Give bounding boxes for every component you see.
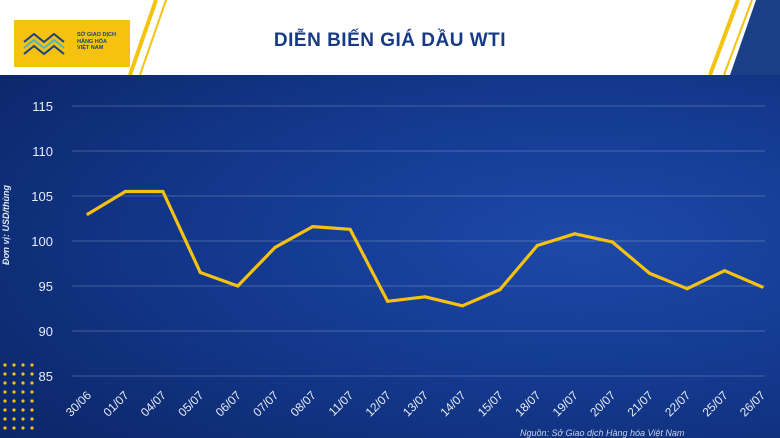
y-tick-label: 95 — [39, 279, 53, 294]
data-point — [348, 227, 352, 231]
decor-dot — [21, 408, 25, 412]
x-tick-label: 11/07 — [326, 388, 357, 419]
data-point — [648, 271, 652, 275]
decor-dot — [30, 381, 34, 385]
decor-dot — [21, 417, 25, 421]
x-tick-label: 25/07 — [700, 388, 731, 419]
x-tick-label: 01/07 — [100, 388, 131, 419]
x-tick-label: 20/07 — [587, 388, 618, 419]
y-tick-label: 90 — [39, 324, 53, 339]
x-tick-label: 30/06 — [63, 388, 94, 419]
x-tick-label: 05/07 — [175, 388, 206, 419]
decor-stripe-right — [708, 0, 780, 75]
decor-dot — [3, 363, 7, 367]
decor-dot — [21, 363, 25, 367]
decor-dot — [12, 363, 16, 367]
data-point — [460, 304, 465, 308]
decor-dot — [3, 426, 7, 430]
x-tick-label: 13/07 — [400, 388, 431, 419]
data-point — [86, 212, 90, 216]
data-point — [161, 189, 165, 194]
decor-stripe-left — [128, 0, 167, 75]
logo: SỞ GIAO DỊCH HÀNG HÓA VIỆT NAM — [14, 20, 130, 67]
series-line — [86, 189, 764, 308]
decor-dot — [21, 381, 25, 385]
data-point — [385, 299, 390, 303]
data-point — [573, 232, 577, 236]
data-point — [311, 225, 315, 229]
logo-line: HÀNG HÓA — [77, 38, 107, 45]
decor-dot — [21, 426, 25, 430]
decor-dot — [3, 381, 7, 385]
data-point — [123, 189, 128, 194]
x-tick-label: 15/07 — [475, 388, 506, 419]
y-tick-label: 105 — [31, 189, 53, 204]
decor-dot — [21, 390, 25, 394]
data-point — [198, 270, 202, 275]
decor-dot — [12, 399, 16, 403]
x-tick-label: 22/07 — [662, 388, 693, 419]
decor-dot — [12, 390, 16, 394]
decor-dot — [3, 417, 7, 421]
decor-dot — [21, 372, 25, 376]
x-tick-label: 26/07 — [737, 388, 768, 419]
decor-dot — [3, 390, 7, 394]
decor-dot — [30, 399, 34, 403]
data-point — [498, 288, 502, 292]
y-tick-label: 110 — [32, 144, 53, 159]
logo-text: SỞ GIAO DỊCH HÀNG HÓA VIỆT NAM — [77, 32, 129, 52]
x-tick-label: 06/07 — [213, 388, 244, 419]
decor-dot — [3, 399, 7, 403]
decor-dot — [12, 381, 16, 385]
decor-dot — [12, 426, 16, 430]
data-point — [535, 243, 539, 248]
decor-dot — [30, 363, 34, 367]
data-point — [760, 285, 764, 289]
logo-line: VIỆT NAM — [77, 45, 104, 51]
decor-dot — [12, 408, 16, 412]
chart-title: DIỄN BIẾN GIÁ DẦU WTI — [273, 30, 507, 51]
decor-dots — [3, 363, 34, 430]
decor-dot — [30, 408, 34, 412]
decor-dot — [30, 390, 34, 394]
decor-dot — [3, 408, 7, 412]
chart-header: SỞ GIAO DỊCH HÀNG HÓA VIỆT NAM DIỄN BIẾN… — [0, 0, 780, 75]
x-tick-label: 08/07 — [288, 388, 319, 419]
decor-dot — [30, 417, 34, 421]
decor-dot — [30, 372, 34, 376]
x-tick-label: 12/07 — [363, 388, 394, 419]
source-note: Nguồn: Sở Giao dịch Hàng hóa Việt Nam — [520, 428, 685, 438]
data-point — [722, 269, 727, 273]
x-tick-label: 14/07 — [437, 388, 468, 419]
data-point — [423, 295, 427, 299]
data-point — [610, 240, 614, 244]
x-tick-label: 21/07 — [625, 388, 656, 419]
y-tick-label: 100 — [31, 234, 53, 249]
decor-dot — [12, 372, 16, 376]
decor-dot — [21, 399, 25, 403]
decor-dot — [3, 372, 7, 376]
y-tick-label: 115 — [32, 99, 53, 114]
data-point — [685, 287, 689, 291]
x-tick-label: 04/07 — [138, 388, 169, 419]
x-tick-label: 07/07 — [250, 388, 281, 419]
data-point — [273, 245, 277, 249]
data-point — [236, 284, 240, 288]
y-tick-label: 85 — [39, 369, 53, 384]
x-tick-label: 18/07 — [512, 388, 543, 419]
logo-waves-icon — [23, 32, 65, 56]
x-tick-label: 19/07 — [550, 388, 581, 419]
decor-dot — [12, 417, 16, 421]
logo-line: SỞ GIAO DỊCH — [77, 32, 116, 38]
decor-dot — [30, 426, 34, 430]
